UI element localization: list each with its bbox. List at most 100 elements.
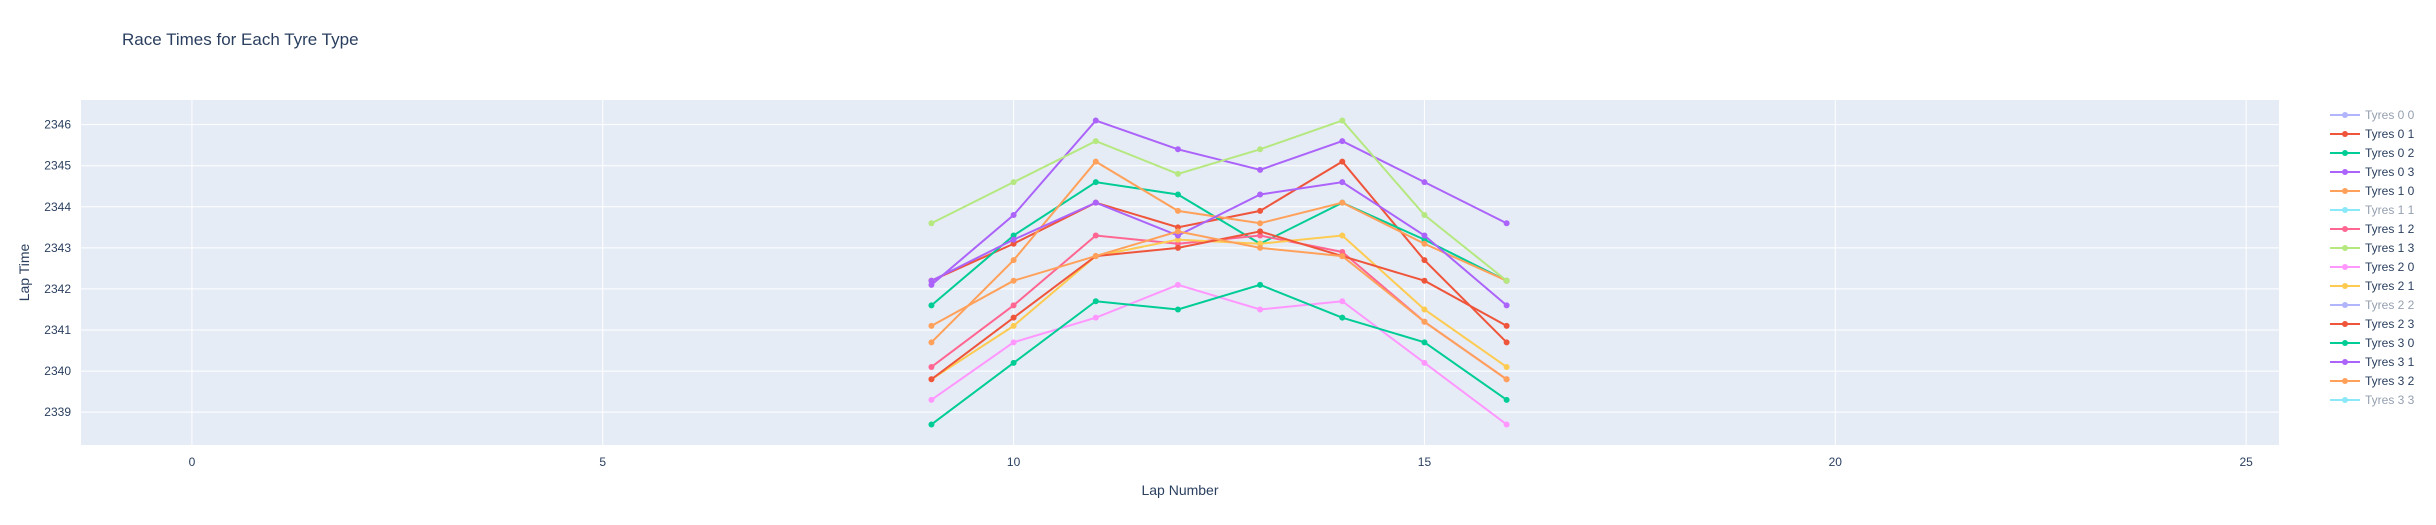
data-point bbox=[1174, 207, 1181, 214]
data-point bbox=[928, 421, 935, 428]
series-line bbox=[930, 119, 1508, 286]
legend-label: Tyres 1 1 bbox=[2365, 203, 2415, 217]
data-point bbox=[1421, 179, 1428, 186]
data-point bbox=[1010, 277, 1017, 284]
legend-label: Tyres 3 2 bbox=[2365, 374, 2415, 388]
data-point bbox=[1092, 158, 1099, 165]
legend-item[interactable]: Tyres 1 1 bbox=[2330, 203, 2415, 217]
data-point bbox=[1421, 277, 1428, 284]
legend-marker bbox=[2342, 150, 2348, 156]
data-point bbox=[1339, 199, 1346, 206]
legend-item[interactable]: Tyres 1 3 bbox=[2330, 241, 2415, 255]
data-point bbox=[1503, 220, 1510, 227]
data-point bbox=[928, 376, 935, 383]
legend-item[interactable]: Tyres 3 2 bbox=[2330, 374, 2415, 388]
data-point bbox=[1257, 281, 1264, 288]
data-point bbox=[928, 322, 935, 329]
legend-item[interactable]: Tyres 1 0 bbox=[2330, 184, 2415, 198]
legend-label: Tyres 1 3 bbox=[2365, 241, 2415, 255]
data-point bbox=[1503, 302, 1510, 309]
data-point bbox=[1010, 179, 1017, 186]
data-point bbox=[1503, 363, 1510, 370]
legend-marker bbox=[2342, 397, 2348, 403]
x-tick-label: 10 bbox=[1007, 455, 1021, 469]
data-point bbox=[1010, 236, 1017, 243]
data-point bbox=[1257, 146, 1264, 153]
legend-marker bbox=[2342, 245, 2348, 251]
legend-item[interactable]: Tyres 0 2 bbox=[2330, 146, 2415, 160]
legend-marker bbox=[2342, 169, 2348, 175]
legend-item[interactable]: Tyres 3 0 bbox=[2330, 336, 2415, 350]
data-point bbox=[1010, 302, 1017, 309]
legend-label: Tyres 0 0 bbox=[2365, 108, 2415, 122]
data-point bbox=[1421, 257, 1428, 264]
data-point bbox=[1174, 244, 1181, 251]
series-line bbox=[930, 181, 1508, 307]
legend-item[interactable]: Tyres 2 1 bbox=[2330, 279, 2415, 293]
series-tyres-3-2 bbox=[928, 228, 1510, 383]
data-point bbox=[928, 302, 935, 309]
data-point bbox=[1421, 240, 1428, 247]
data-point bbox=[1174, 146, 1181, 153]
data-point bbox=[1421, 212, 1428, 218]
legend-marker bbox=[2342, 226, 2348, 232]
data-point bbox=[1092, 117, 1099, 124]
data-point bbox=[1339, 232, 1346, 239]
legend-marker bbox=[2342, 359, 2348, 365]
y-tick-label: 2343 bbox=[44, 241, 71, 255]
y-tick-label: 2342 bbox=[44, 282, 71, 296]
data-point bbox=[1174, 240, 1181, 247]
legend-item[interactable]: Tyres 2 2 bbox=[2330, 298, 2415, 312]
data-point bbox=[1257, 244, 1264, 251]
data-point bbox=[1092, 298, 1099, 305]
data-point bbox=[928, 396, 935, 403]
legend-item[interactable]: Tyres 1 2 bbox=[2330, 222, 2415, 236]
legend-item[interactable]: Tyres 0 3 bbox=[2330, 165, 2415, 179]
legend[interactable]: Tyres 0 0 Tyres 0 1 Tyres 0 2 Tyres 0 3 Tyre… bbox=[2330, 108, 2415, 407]
legend-marker bbox=[2342, 264, 2348, 270]
data-point bbox=[1503, 277, 1510, 284]
data-point bbox=[1174, 224, 1181, 231]
series-layer bbox=[928, 117, 1510, 428]
series-line bbox=[930, 160, 1508, 344]
data-point bbox=[1339, 158, 1346, 165]
data-point bbox=[1174, 306, 1181, 313]
legend-label: Tyres 0 1 bbox=[2365, 127, 2415, 141]
legend-marker bbox=[2342, 378, 2348, 384]
data-point bbox=[1339, 314, 1346, 321]
data-point bbox=[928, 363, 935, 370]
x-axis: 0 5 10 15 20 25 bbox=[189, 455, 2254, 469]
data-point bbox=[1010, 232, 1017, 239]
legend-item[interactable]: Tyres 2 3 bbox=[2330, 317, 2415, 331]
data-point bbox=[1339, 298, 1346, 305]
x-tick-label: 5 bbox=[599, 455, 606, 469]
series-tyres-1-3 bbox=[928, 117, 1510, 284]
series-tyres-3-1 bbox=[928, 179, 1510, 309]
legend-item[interactable]: Tyres 2 0 bbox=[2330, 260, 2415, 274]
data-point bbox=[1010, 314, 1017, 321]
legend-label: Tyres 2 1 bbox=[2365, 279, 2415, 293]
series-tyres-2-1 bbox=[928, 232, 1510, 383]
data-point bbox=[1010, 339, 1017, 346]
legend-label: Tyres 3 1 bbox=[2365, 355, 2415, 369]
data-point bbox=[928, 339, 935, 346]
legend-item[interactable]: Tyres 3 1 bbox=[2330, 355, 2415, 369]
data-point bbox=[1257, 306, 1264, 313]
y-tick-label: 2339 bbox=[44, 405, 71, 419]
data-point bbox=[1010, 359, 1017, 366]
x-axis-title: Lap Number bbox=[1141, 482, 1218, 498]
data-point bbox=[1339, 248, 1346, 255]
legend-item[interactable]: Tyres 0 0 bbox=[2330, 108, 2415, 122]
legend-item[interactable]: Tyres 0 1 bbox=[2330, 127, 2415, 141]
data-point bbox=[1092, 199, 1099, 206]
legend-label: Tyres 3 3 bbox=[2365, 393, 2415, 407]
data-point bbox=[1503, 421, 1510, 428]
data-point bbox=[1010, 257, 1017, 264]
data-point bbox=[1339, 138, 1346, 145]
data-point bbox=[1257, 220, 1264, 227]
x-tick-label: 25 bbox=[2239, 455, 2253, 469]
data-point bbox=[1174, 191, 1181, 198]
legend-marker bbox=[2342, 207, 2348, 213]
data-point bbox=[1174, 281, 1181, 288]
legend-item[interactable]: Tyres 3 3 bbox=[2330, 393, 2415, 407]
